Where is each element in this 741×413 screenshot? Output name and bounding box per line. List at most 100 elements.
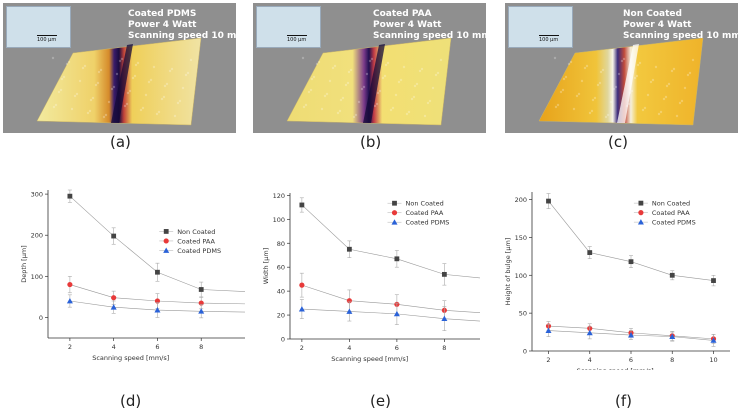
surface-speckle <box>333 64 337 68</box>
surface-speckle <box>407 110 411 114</box>
surface-speckle <box>126 91 130 95</box>
surface-speckle <box>410 97 414 101</box>
y-tick-label: 0 <box>39 314 43 322</box>
data-point-marker <box>545 327 552 333</box>
surface-speckle <box>561 88 565 92</box>
data-point-marker <box>441 315 448 322</box>
surface-speckle <box>691 58 695 62</box>
data-point-marker <box>198 300 204 306</box>
legend-label: Coated PDMS <box>177 247 221 255</box>
chart-width: 0 20 40 60 80 100 120 2 4 6 8 Scanning speed [mm/s]… <box>262 192 481 363</box>
data-point-marker <box>110 304 117 310</box>
data-point-marker <box>346 308 353 314</box>
surface-panel-a: 100 µm Coated PDMS Power 4 Watt Scanning… <box>3 3 236 133</box>
surface-speckle <box>301 56 305 60</box>
surface-speckle <box>646 93 650 97</box>
surface-speckle <box>572 107 576 111</box>
surface-speckle <box>189 58 193 62</box>
surface-speckle <box>683 86 687 90</box>
chart-label-d: (d) <box>120 392 142 410</box>
surface-speckle <box>559 90 563 94</box>
surface-speckle <box>78 79 82 83</box>
y-tick-label: 200 <box>515 196 527 204</box>
data-point-marker <box>638 210 644 216</box>
surface-speckle <box>678 101 682 105</box>
data-point-marker <box>710 337 717 343</box>
data-point-marker <box>586 329 593 336</box>
y-tick-label: 100 <box>273 216 285 224</box>
surface-speckle <box>346 81 350 85</box>
surface-speckle <box>606 113 610 117</box>
surface-speckle <box>70 107 74 111</box>
panel-label-a: (a) <box>110 133 131 151</box>
surface-speckle <box>397 80 401 84</box>
surface-speckle <box>402 65 406 69</box>
data-point-marker <box>587 250 593 255</box>
legend-label: Coated PDMS <box>652 219 696 227</box>
data-point-marker <box>669 272 675 278</box>
x-tick-label: 2 <box>546 356 550 364</box>
surface-speckle <box>349 68 353 72</box>
x-tick-label: 2 <box>68 343 72 351</box>
surface-speckle <box>131 76 135 80</box>
scale-bar <box>37 35 57 36</box>
surface-speckle <box>553 56 557 60</box>
data-point-marker <box>441 271 447 277</box>
surface-speckle <box>405 112 409 116</box>
surface-speckle <box>399 78 403 82</box>
surface-speckle <box>115 72 119 76</box>
data-point-marker <box>163 247 170 253</box>
y-tick-label: 100 <box>31 273 43 281</box>
surface-speckle <box>62 75 66 79</box>
surface-speckle <box>368 59 372 63</box>
surface-speckle <box>317 60 321 64</box>
x-tick-label: 4 <box>112 343 116 351</box>
y-axis-label: Width [µm] <box>262 248 270 285</box>
surface-speckle <box>118 59 122 63</box>
surface-speckle <box>160 97 164 101</box>
data-point-marker <box>154 298 161 304</box>
surface-speckle <box>436 71 440 75</box>
surface-speckle <box>89 98 93 102</box>
data-point-marker <box>198 308 205 314</box>
surface-speckle <box>680 99 684 103</box>
surface-speckle <box>102 115 106 119</box>
surface-speckle <box>73 94 77 98</box>
surface-speckle <box>168 69 172 73</box>
data-point-marker <box>163 238 169 244</box>
surface-speckle <box>365 72 369 76</box>
series-line <box>301 204 481 279</box>
groove-channel <box>363 44 385 123</box>
surface-speckle <box>320 107 324 111</box>
surface-speckle <box>659 110 663 114</box>
surface-speckle <box>328 79 332 83</box>
surface-speckle <box>125 102 129 106</box>
caption-power: Power 4 Watt <box>373 20 442 30</box>
x-tick-label: 4 <box>347 344 351 352</box>
surface-speckle <box>362 85 366 89</box>
surface-speckle <box>567 62 571 66</box>
data-point-marker <box>154 307 161 313</box>
surface-speckle <box>302 105 306 109</box>
surface-speckle <box>104 113 108 117</box>
surface-speckle <box>434 73 438 77</box>
y-tick-label: 150 <box>515 234 527 242</box>
surface-speckle <box>423 114 427 118</box>
surface-speckle <box>381 76 385 80</box>
legend-label: Coated PAA <box>177 237 215 245</box>
scale-label: 100 µm <box>539 37 559 43</box>
y-tick-label: 0 <box>523 348 527 356</box>
panel-caption-c: Non Coated Power 4 Watt Scanning speed 1… <box>623 9 738 42</box>
surface-speckle <box>601 68 605 72</box>
panel-caption-a: Coated PDMS Power 4 Watt Scanning speed … <box>128 9 236 42</box>
surface-speckle <box>420 67 424 71</box>
surface-speckle <box>133 74 137 78</box>
surface-speckle <box>635 74 639 78</box>
surface-render-a <box>36 37 202 126</box>
series-line <box>301 284 481 313</box>
surface-speckle <box>347 70 351 74</box>
surface-speckle <box>625 104 629 108</box>
groove-channel <box>617 44 639 123</box>
surface-speckle <box>670 69 674 73</box>
microscope-inset-c: 100 µm <box>508 6 573 48</box>
